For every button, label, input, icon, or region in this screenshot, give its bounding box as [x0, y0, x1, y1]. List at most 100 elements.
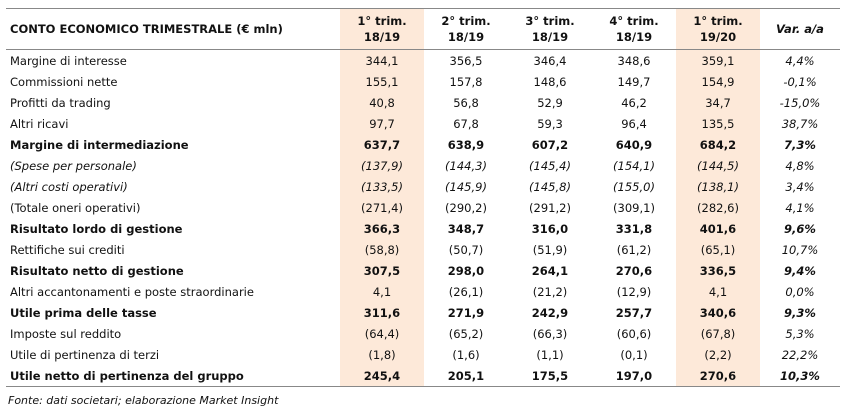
header-line: 18/19 — [447, 30, 485, 44]
row-label: Risultato netto di gestione — [10, 263, 184, 278]
cell-value: 5,3% — [785, 326, 815, 341]
header-line: 18/19 — [363, 30, 401, 44]
cell-value: 154,9 — [676, 71, 760, 92]
column-header: 1° trim. 18/19 — [340, 8, 424, 50]
income-table: CONTO ECONOMICO TRIMESTRALE (€ mln) 1° t… — [6, 8, 840, 387]
source-note: Fonte: dati societari; elaborazione Mark… — [8, 394, 279, 407]
cell-value: -0,1% — [783, 74, 817, 89]
cell-value: (21,2) — [532, 284, 568, 299]
table-row: Altri accantonamenti e poste straordinar… — [6, 281, 840, 302]
cell-value: 340,6 — [676, 302, 760, 323]
cell-value: (290,2) — [445, 200, 487, 215]
cell-value: 348,7 — [447, 221, 485, 236]
cell-value: 307,5 — [340, 260, 424, 281]
cell-value: 336,5 — [676, 260, 760, 281]
table-row: Utile netto di pertinenza del gruppo 245,… — [6, 365, 840, 387]
row-label: Margine di intermediazione — [10, 137, 189, 152]
cell-value: 4,1 — [676, 281, 760, 302]
cell-value: 157,8 — [449, 74, 483, 89]
cell-value: (26,1) — [448, 284, 484, 299]
cell-value: 607,2 — [531, 137, 569, 152]
cell-value: 9,4% — [784, 263, 816, 278]
cell-value: (133,5) — [340, 176, 424, 197]
table-row: Rettifiche sui crediti (58,8) (50,7) (51,9)… — [6, 239, 840, 260]
cell-value: (309,1) — [613, 200, 655, 215]
cell-value: 270,6 — [615, 263, 653, 278]
row-label: (Altri costi operativi) — [10, 179, 128, 194]
cell-value: 9,3% — [784, 305, 816, 320]
header-line: Var. a/a — [776, 22, 824, 36]
column-header: 4° trim. 18/19 — [592, 8, 676, 50]
cell-value: 10,7% — [781, 242, 819, 257]
cell-value: 96,4 — [621, 116, 647, 131]
cell-value: 0,0% — [785, 284, 815, 299]
cell-value: (50,7) — [448, 242, 484, 257]
cell-value: 3,4% — [785, 179, 815, 194]
cell-value: 311,6 — [340, 302, 424, 323]
cell-value: (65,1) — [676, 239, 760, 260]
cell-value: 356,5 — [449, 53, 483, 68]
header-line: 1° trim. — [357, 14, 407, 28]
cell-value: 264,1 — [531, 263, 569, 278]
cell-value: (1,6) — [452, 347, 480, 362]
cell-value: 155,1 — [340, 71, 424, 92]
cell-value: (138,1) — [676, 176, 760, 197]
cell-value: (64,4) — [340, 323, 424, 344]
cell-value: (137,9) — [340, 155, 424, 176]
table-row: Imposte sul reddito (64,4) (65,2) (66,3) (60… — [6, 323, 840, 344]
cell-value: 205,1 — [424, 365, 508, 387]
header-line: 1° trim. — [693, 14, 743, 28]
header-line: 4° trim. — [609, 14, 659, 28]
cell-value: 149,7 — [617, 74, 651, 89]
cell-value: 640,9 — [615, 137, 653, 152]
cell-value: 245,4 — [340, 365, 424, 387]
cell-value: 4,8% — [785, 158, 815, 173]
cell-value: (154,1) — [613, 158, 655, 173]
cell-value: (51,9) — [532, 242, 568, 257]
cell-value: 4,4% — [785, 53, 815, 68]
table-row: Commissioni nette 155,1 157,8 148,6 149,7 154… — [6, 71, 840, 92]
row-label: Utile netto di pertinenza del gruppo — [6, 365, 340, 387]
table-title: CONTO ECONOMICO TRIMESTRALE (€ mln) — [6, 8, 340, 50]
cell-value: 148,6 — [533, 74, 567, 89]
header-line: 18/19 — [615, 30, 653, 44]
cell-value: (66,3) — [532, 326, 568, 341]
table-row: Margine di intermediazione 637,7 638,9 607,… — [6, 134, 840, 155]
header-line: 19/20 — [699, 30, 737, 44]
table-row: (Totale oneri operativi) (271,4) (290,2) (2… — [6, 197, 840, 218]
cell-value: (1,8) — [340, 344, 424, 365]
cell-value: 331,8 — [615, 221, 653, 236]
table-row: Utile prima delle tasse 311,6 271,9 242,9 25… — [6, 302, 840, 323]
table-row: (Altri costi operativi) (133,5) (145,9) (14… — [6, 176, 840, 197]
cell-value: (60,6) — [616, 326, 652, 341]
table-row: Altri ricavi 97,7 67,8 59,3 96,4 135,5 38,7% — [6, 113, 840, 134]
cell-value: (271,4) — [340, 197, 424, 218]
cell-value: (65,2) — [448, 326, 484, 341]
cell-value: 316,0 — [531, 221, 569, 236]
cell-value: 242,9 — [531, 305, 569, 320]
header-line: 18/19 — [531, 30, 569, 44]
cell-value: 638,9 — [447, 137, 485, 152]
cell-value: 135,5 — [676, 113, 760, 134]
cell-value: 197,0 — [592, 365, 676, 387]
cell-value: 348,6 — [617, 53, 651, 68]
row-label: Imposte sul reddito — [10, 326, 122, 341]
cell-value: (2,2) — [676, 344, 760, 365]
cell-value: 10,3% — [760, 365, 840, 387]
cell-value: (1,1) — [536, 347, 564, 362]
header-line: 2° trim. — [441, 14, 491, 28]
table-row: Risultato netto di gestione 307,5 298,0 264… — [6, 260, 840, 281]
cell-value: (58,8) — [340, 239, 424, 260]
cell-value: 46,2 — [621, 95, 647, 110]
cell-value: 9,6% — [784, 221, 816, 236]
cell-value: 38,7% — [781, 116, 819, 131]
table-row: Risultato lordo di gestione 366,3 348,7 316… — [6, 218, 840, 239]
row-label: (Totale oneri operativi) — [10, 200, 141, 215]
cell-value: 52,9 — [537, 95, 563, 110]
cell-value: 34,7 — [676, 92, 760, 113]
table-row: (Spese per personale) (137,9) (144,3) (145,… — [6, 155, 840, 176]
cell-value: (145,8) — [529, 179, 571, 194]
cell-value: (61,2) — [616, 242, 652, 257]
row-label: Risultato lordo di gestione — [10, 221, 183, 236]
cell-value: -15,0% — [779, 95, 821, 110]
